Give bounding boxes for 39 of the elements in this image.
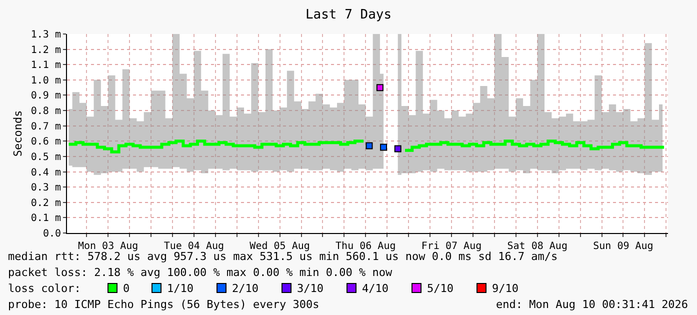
chart-title: Last 7 Days <box>305 8 392 23</box>
text: median rtt: 578.2 us avg 957.3 us max 531.5 us min 560.1 us now 0.0 ms sd 16.7 am/s <box>8 250 558 263</box>
x-tick-label: Thu 06 Aug <box>336 241 396 252</box>
point <box>366 142 373 150</box>
legend-label: 1/10 <box>167 282 194 295</box>
x-tick-label: Mon 03 Aug <box>78 241 138 252</box>
y-tick-label: 0.4 m <box>30 167 61 178</box>
y-tick-label: 0.3 m <box>30 182 61 194</box>
text: probe: 10 ICMP Echo Pings (56 Bytes) every 300s <box>8 298 320 311</box>
y-tick-label: 0.1 m <box>30 213 61 224</box>
y-tick-label: 0.7 m <box>30 121 61 132</box>
text: packet loss: 2.18 % avg 100.00 % max 0.00 % min 0.00 % now <box>8 266 392 279</box>
y-tick-label: 0.5 m <box>30 152 61 163</box>
legend-label: 5/10 <box>427 282 454 295</box>
legend-label: 2/10 <box>232 282 258 295</box>
y-tick-label: 1.2 m <box>30 44 61 56</box>
y-tick-label: 0.2 m <box>30 198 61 209</box>
x-tick-label: Sat 08 Aug <box>507 241 568 252</box>
legend-title: loss color: <box>8 282 81 295</box>
y-axis-title: Seconds <box>12 110 25 157</box>
text: end: Mon Aug 10 00:31:41 2026 <box>496 298 688 311</box>
y-tick-label: 1.3 m <box>30 30 61 40</box>
legend-label: 3/10 <box>297 282 324 295</box>
point <box>380 144 388 151</box>
y-tick-label: 0.0 <box>42 228 61 240</box>
y-tick-label: 1.0 m <box>30 75 61 86</box>
legend-label: 4/10 <box>362 282 388 295</box>
y-tick-label: 0.6 m <box>30 136 61 148</box>
x-tick-label: Fri 07 Aug <box>421 241 482 252</box>
point <box>394 145 402 152</box>
y-tick-label: 0.8 m <box>30 106 61 118</box>
point <box>376 84 384 92</box>
y-tick-label: 0.9 m <box>30 90 61 102</box>
x-tick-label: Tue 04 Aug <box>164 241 224 252</box>
legend-label: 9/10 <box>492 282 518 295</box>
y-tick-label: 1.1 m <box>30 60 61 72</box>
x-tick-label: Sun 09 Aug <box>593 241 654 252</box>
x-tick-label: Wed 05 Aug <box>250 241 310 252</box>
legend-label: 0 <box>123 282 130 295</box>
